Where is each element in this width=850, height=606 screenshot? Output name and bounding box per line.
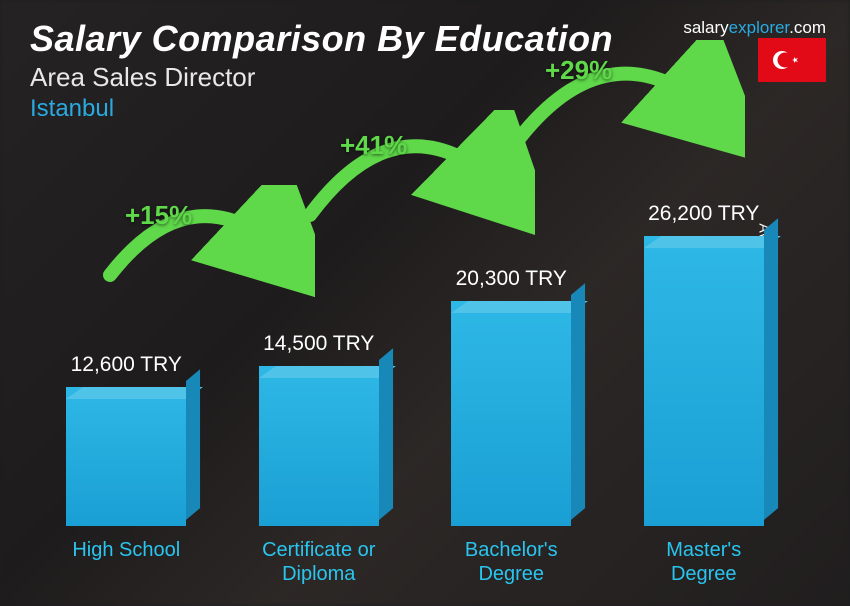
bar-value: 20,300 TRY: [456, 267, 567, 291]
bar-category: High School: [72, 538, 180, 586]
brand-suffix: .com: [789, 18, 826, 37]
bar: [66, 387, 186, 526]
bar-top-face: [66, 387, 203, 399]
location: Istanbul: [30, 95, 826, 123]
bar-value: 26,200 TRY: [648, 202, 759, 226]
bar-column: 26,200 TRY Master'sDegree: [618, 202, 791, 586]
increase-percent: +15%: [125, 200, 192, 231]
bar-column: 14,500 TRY Certificate orDiploma: [233, 332, 406, 586]
bar-value: 12,600 TRY: [71, 353, 182, 377]
bar-wrap: [425, 301, 598, 526]
bar-top-face: [644, 236, 781, 248]
increase-percent: +29%: [545, 55, 612, 86]
bar-top-face: [259, 366, 396, 378]
bar-side-face: [764, 218, 778, 520]
brand-label: salaryexplorer.com: [683, 18, 826, 38]
turkey-flag-icon: [758, 38, 826, 82]
bar-front-face: [451, 301, 571, 526]
bar-column: 20,300 TRY Bachelor'sDegree: [425, 267, 598, 586]
header: Salary Comparison By Education Area Sale…: [30, 18, 826, 123]
brand-prefix: salary: [683, 18, 728, 37]
bar-column: 12,600 TRY High School: [40, 353, 213, 586]
bar-front-face: [259, 366, 379, 526]
bar-side-face: [571, 283, 585, 520]
increase-percent: +41%: [340, 130, 407, 161]
bar-top-face: [451, 301, 588, 313]
bar-side-face: [186, 369, 200, 520]
bar: [259, 366, 379, 526]
bar-wrap: [40, 387, 213, 526]
bar-wrap: [618, 236, 791, 526]
subtitle: Area Sales Director: [30, 62, 826, 93]
bar: [451, 301, 571, 526]
bar-category: Bachelor'sDegree: [465, 538, 558, 586]
chart-container: Salary Comparison By Education Area Sale…: [0, 0, 850, 606]
bar-category: Master'sDegree: [666, 538, 741, 586]
bar-value: 14,500 TRY: [263, 332, 374, 356]
bar-category: Certificate orDiploma: [262, 538, 375, 586]
bar-front-face: [644, 236, 764, 526]
bar: [644, 236, 764, 526]
bar-side-face: [379, 348, 393, 520]
bar-front-face: [66, 387, 186, 526]
brand-mid: explorer: [729, 18, 789, 37]
bar-wrap: [233, 366, 406, 526]
